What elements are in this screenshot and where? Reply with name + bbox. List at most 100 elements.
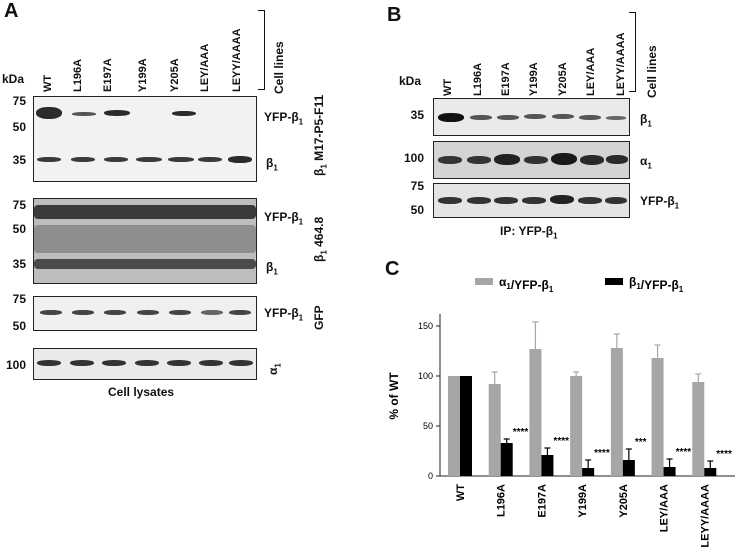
bar [488,384,501,476]
antibody-label: α1 [266,363,283,375]
western-blot-b2 [433,141,630,179]
blot-band [605,197,627,204]
lane-label: WT [442,78,454,96]
antibody-label: β1 464.8 [312,216,329,262]
blot-band [551,153,577,165]
blot-label: YFP-β1 [264,110,304,127]
lane-label: LEY/AAA [199,43,211,92]
western-blot-a2 [33,198,257,284]
blot-band [137,310,159,315]
mw-marker: 35 [12,257,26,271]
category-label: LEY/AAA [659,484,671,532]
blot-band [524,156,548,164]
panel-a-caption: Cell lysates [108,385,175,399]
bar [570,376,583,476]
blot-band [522,197,546,204]
blot-band [229,360,253,366]
lane-label: Y205A [169,58,181,92]
lane-label: Y199A [528,62,540,96]
lane-label: L196A [472,62,484,96]
bar [448,376,460,476]
y-tick-label: 100 [418,371,433,381]
blot-band [104,310,126,315]
blot-band [438,156,462,164]
blot-band [606,155,628,164]
mw-marker: 50 [410,203,424,217]
blot-band [199,360,223,366]
blot-band [168,157,194,162]
blot-band [438,113,464,122]
bar [529,349,542,476]
category-label: E197A [536,484,548,518]
blot-smear [34,225,256,253]
blot-band [201,310,223,315]
significance-label: *** [635,437,647,448]
lane-label: LEYY/AAAA [231,28,243,92]
cell-lines-label: Cell lines [645,45,659,98]
blot-band [167,360,191,366]
blot-band [494,154,520,165]
western-blot-b1 [433,98,630,136]
lane-label: LEYY/AAAA [615,32,627,96]
blot-band [497,115,519,120]
bar [610,348,623,476]
blot-band [104,157,128,162]
y-tick-label: 0 [428,471,433,481]
category-label: LEYY/AAAA [699,484,711,548]
blot-band [467,197,491,204]
blot-band [34,205,256,219]
panel-b-caption: IP: YFP-β1 [500,224,558,241]
blot-band [172,111,196,116]
blot-band [104,110,130,116]
blot-band [37,360,61,366]
blot-band [606,116,626,120]
bar [541,455,554,476]
blot-band [552,114,574,119]
blot-band [550,195,574,204]
mw-marker: 35 [410,108,424,122]
lane-label: WT [42,74,54,92]
panel-b-kda-label: kDa [399,74,422,88]
bar [704,468,717,476]
category-label: Y205A [618,484,630,518]
mw-marker: 75 [12,198,26,212]
y-tick-label: 150 [418,321,433,331]
panel-b-letter: B [387,4,402,26]
lane-label: L196A [72,58,84,92]
blot-label: YFP-β1 [264,306,304,323]
bar [651,358,664,476]
blot-band [72,112,96,116]
western-blot-a1 [33,96,257,182]
blot-band [578,197,602,204]
blot-label: β1 [640,112,652,129]
blot-band [229,310,251,315]
blot-label: YFP-β1 [264,210,304,227]
western-blot-b3 [433,183,630,218]
legend-label: β1/YFP-β1 [629,275,684,294]
blot-label: YFP-β1 [640,194,680,211]
blot-band [34,259,256,269]
significance-label: **** [716,449,732,460]
blot-label: β1 [266,156,278,173]
blot-band [467,156,491,164]
panel-c-letter: C [385,258,400,280]
cell-lines-bracket [258,10,265,90]
blot-band [71,157,95,162]
blot-band [198,157,222,162]
blot-label: β1 [266,260,278,277]
mw-marker: 100 [403,151,424,165]
cell-lines-label: Cell lines [272,41,286,94]
category-label: WT [455,484,467,501]
mw-marker: 50 [12,222,26,236]
significance-label: **** [676,447,692,458]
lane-label: Y199A [137,58,149,92]
western-blot-a3 [33,296,257,331]
category-label: Y199A [577,484,589,518]
lane-label: E197A [102,58,114,92]
mw-marker: 75 [12,94,26,108]
mw-marker: 75 [410,179,424,193]
y-tick-label: 50 [423,421,433,431]
significance-label: **** [513,427,529,438]
mw-marker: 100 [5,358,26,372]
